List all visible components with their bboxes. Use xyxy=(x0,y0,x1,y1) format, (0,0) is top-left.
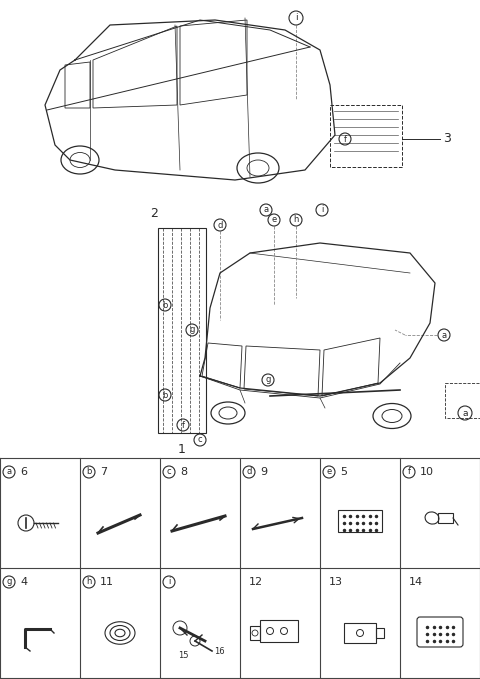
Text: h: h xyxy=(86,578,92,587)
Text: 5: 5 xyxy=(340,467,347,477)
Text: 16: 16 xyxy=(214,648,225,657)
Text: b: b xyxy=(162,390,168,399)
Text: 14: 14 xyxy=(409,577,423,587)
Text: b: b xyxy=(162,301,168,310)
Text: i: i xyxy=(168,578,170,587)
Text: a: a xyxy=(462,409,468,418)
Text: 9: 9 xyxy=(260,467,267,477)
Bar xyxy=(330,105,402,167)
Text: i: i xyxy=(295,14,297,22)
Bar xyxy=(438,513,453,523)
Text: d: d xyxy=(217,221,223,230)
Text: f: f xyxy=(408,468,410,477)
Text: 11: 11 xyxy=(100,577,114,587)
Text: e: e xyxy=(326,468,332,477)
Text: 3: 3 xyxy=(443,132,451,145)
Bar xyxy=(250,626,260,640)
Bar xyxy=(344,623,376,643)
Text: a: a xyxy=(264,206,269,215)
Text: a: a xyxy=(6,468,12,477)
Text: 6: 6 xyxy=(20,467,27,477)
Bar xyxy=(260,620,298,642)
Text: h: h xyxy=(293,215,299,225)
Text: i: i xyxy=(321,206,323,215)
Text: b: b xyxy=(86,468,92,477)
Bar xyxy=(376,628,384,638)
Text: 10: 10 xyxy=(420,467,434,477)
Text: f: f xyxy=(181,420,184,430)
Text: e: e xyxy=(271,215,276,225)
Text: g: g xyxy=(189,325,195,335)
Text: 12: 12 xyxy=(249,577,263,587)
Text: a: a xyxy=(442,331,446,340)
Text: c: c xyxy=(198,435,202,445)
Text: c: c xyxy=(167,468,171,477)
Text: 2: 2 xyxy=(150,207,158,220)
Bar xyxy=(445,383,480,418)
Text: 15: 15 xyxy=(178,650,189,659)
Text: 13: 13 xyxy=(329,577,343,587)
Text: g: g xyxy=(265,375,271,384)
Text: f: f xyxy=(344,134,347,143)
Text: 1: 1 xyxy=(178,443,186,456)
Bar xyxy=(338,510,382,532)
Text: 8: 8 xyxy=(180,467,187,477)
Text: 4: 4 xyxy=(20,577,27,587)
Bar xyxy=(158,228,206,433)
Text: d: d xyxy=(246,468,252,477)
Text: 7: 7 xyxy=(100,467,107,477)
Text: g: g xyxy=(6,578,12,587)
